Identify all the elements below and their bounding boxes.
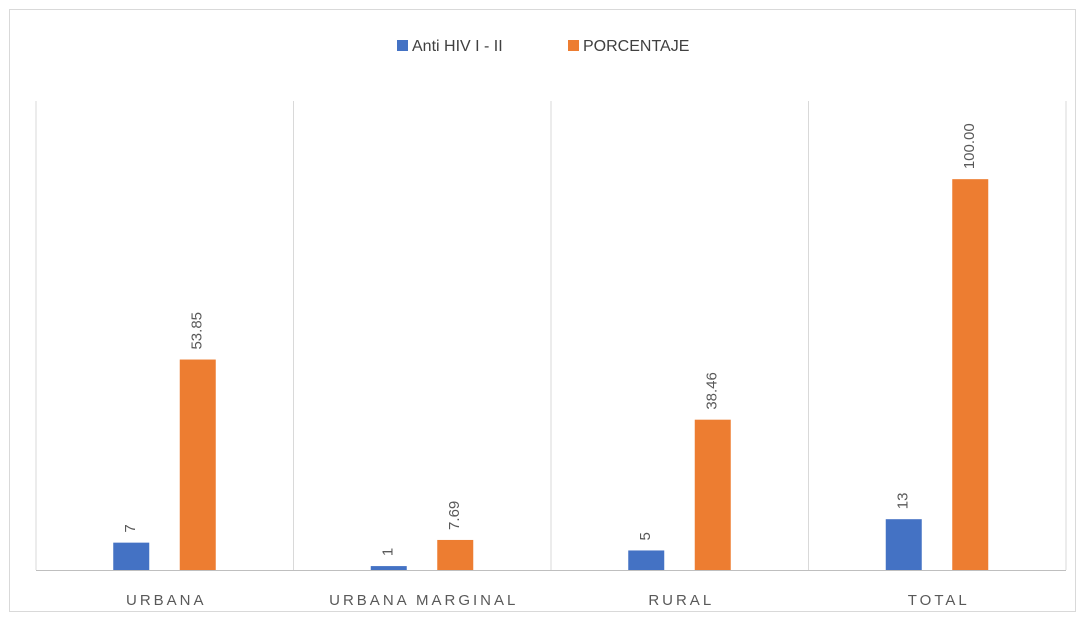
x-tick-label: URBANA MARGINAL xyxy=(329,592,518,609)
x-tick-label: RURAL xyxy=(648,592,714,609)
legend-label: Anti HIV I - II xyxy=(412,38,503,55)
legend-label: PORCENTAJE xyxy=(583,38,689,55)
bar xyxy=(628,550,665,570)
data-label: 100.00 xyxy=(961,123,978,169)
data-label: 7 xyxy=(122,524,139,532)
data-label: 38.46 xyxy=(704,372,721,410)
data-label: 53.85 xyxy=(189,312,206,350)
bar xyxy=(113,542,150,570)
bar xyxy=(694,419,731,570)
bar xyxy=(437,539,474,570)
legend-swatch xyxy=(397,40,408,51)
bar xyxy=(370,566,407,570)
data-label: 5 xyxy=(637,532,654,540)
x-tick-label: TOTAL xyxy=(908,592,970,609)
data-label: 7.69 xyxy=(446,501,463,530)
x-tick-label: URBANA xyxy=(126,592,207,609)
legend-swatch xyxy=(568,40,579,51)
data-label: 13 xyxy=(895,493,912,510)
bar xyxy=(179,359,216,570)
bar xyxy=(952,179,989,570)
data-label: 1 xyxy=(380,548,397,556)
bar xyxy=(885,519,922,570)
